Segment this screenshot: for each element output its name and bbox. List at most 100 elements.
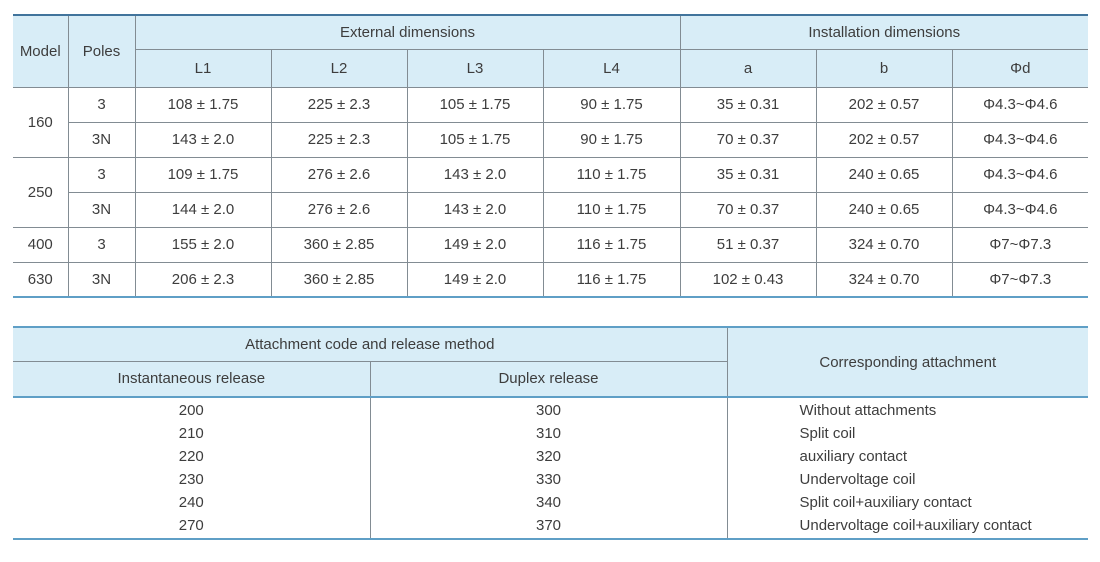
code-value: 320 xyxy=(535,448,562,465)
header-cell-l4: L4 xyxy=(542,48,681,88)
attachment-code-table: Attachment code and release method Corre… xyxy=(13,326,1089,540)
table-row: 3N 144 ± 2.0 276 ± 2.6 143 ± 2.0 110 ± 1… xyxy=(13,191,1089,228)
code-value: 340 xyxy=(535,494,562,511)
cell-l3: 105 ± 1.75 xyxy=(406,121,544,158)
header-group-attachment-code: Attachment code and release method xyxy=(13,326,728,362)
cell-l2: 276 ± 2.6 xyxy=(270,156,408,193)
cell-l4: 110 ± 1.75 xyxy=(542,191,681,228)
code-value: 310 xyxy=(535,425,562,442)
table-row: 250 3 109 ± 1.75 276 ± 2.6 143 ± 2.0 110… xyxy=(13,156,1089,228)
cell-b: 324 ± 0.70 xyxy=(815,226,953,263)
code-value: 230 xyxy=(178,471,204,488)
code-value: 210 xyxy=(178,425,204,442)
attachment-descriptions: Without attachments Split coil auxiliary… xyxy=(726,396,1089,540)
cell-poles: 3 xyxy=(67,156,136,193)
cell-l1: 144 ± 2.0 xyxy=(134,191,272,228)
header-cell-b: b xyxy=(815,48,953,88)
cell-l4: 116 ± 1.75 xyxy=(542,261,681,298)
attachment-description: auxiliary contact xyxy=(799,448,908,465)
code-value: 330 xyxy=(535,471,562,488)
attachment-description: Split coil xyxy=(799,425,856,442)
cell-poles: 3N xyxy=(67,191,136,228)
cell-l4: 90 ± 1.75 xyxy=(542,121,681,158)
attachment-description: Split coil+auxiliary contact xyxy=(799,494,972,511)
cell-poles: 3 xyxy=(67,86,136,123)
table-header-row: Model Poles External dimensions Installa… xyxy=(13,14,1089,88)
header-group-external-dimensions: External dimensions xyxy=(134,14,681,50)
cell-phi-d: Φ4.3~Φ4.6 xyxy=(951,121,1089,158)
cell-l3: 143 ± 2.0 xyxy=(406,156,544,193)
header-cell-duplex-release: Duplex release xyxy=(369,360,728,398)
cell-l3: 143 ± 2.0 xyxy=(406,191,544,228)
cell-phi-d: Φ4.3~Φ4.6 xyxy=(951,191,1089,228)
cell-l3: 149 ± 2.0 xyxy=(406,261,544,298)
duplex-release-codes: 300 310 320 330 340 370 xyxy=(369,396,728,540)
cell-l2: 225 ± 2.3 xyxy=(270,121,408,158)
cell-phi-d: Φ4.3~Φ4.6 xyxy=(951,156,1089,193)
instantaneous-release-codes: 200 210 220 230 240 270 xyxy=(13,396,371,540)
cell-b: 240 ± 0.65 xyxy=(815,191,953,228)
cell-poles: 3 xyxy=(67,226,136,263)
cell-a: 35 ± 0.31 xyxy=(679,156,817,193)
cell-a: 51 ± 0.37 xyxy=(679,226,817,263)
cell-a: 35 ± 0.31 xyxy=(679,86,817,123)
code-value: 220 xyxy=(178,448,204,465)
table-row: 630 3N 206 ± 2.3 360 ± 2.85 149 ± 2.0 11… xyxy=(13,261,1089,298)
cell-l4: 90 ± 1.75 xyxy=(542,86,681,123)
table-row: 160 3 108 ± 1.75 225 ± 2.3 105 ± 1.75 90… xyxy=(13,86,1089,158)
code-value: 370 xyxy=(535,517,562,534)
cell-l1: 108 ± 1.75 xyxy=(134,86,272,123)
cell-model: 630 xyxy=(13,261,69,298)
cell-l2: 225 ± 2.3 xyxy=(270,86,408,123)
table-header-row: Attachment code and release method Corre… xyxy=(13,326,1089,398)
cell-poles: 3N xyxy=(67,121,136,158)
table-row: 3N 143 ± 2.0 225 ± 2.3 105 ± 1.75 90 ± 1… xyxy=(13,121,1089,158)
cell-l1: 109 ± 1.75 xyxy=(134,156,272,193)
cell-l2: 360 ± 2.85 xyxy=(270,261,408,298)
cell-a: 70 ± 0.37 xyxy=(679,121,817,158)
header-group-installation-dimensions: Installation dimensions xyxy=(679,14,1089,50)
attachment-description: Without attachments xyxy=(799,402,937,419)
header-cell-phi-d: Φd xyxy=(951,48,1089,88)
header-cell-l3: L3 xyxy=(406,48,544,88)
header-cell-l1: L1 xyxy=(134,48,272,88)
cell-phi-d: Φ7~Φ7.3 xyxy=(951,226,1089,263)
cell-b: 202 ± 0.57 xyxy=(815,121,953,158)
cell-b: 240 ± 0.65 xyxy=(815,156,953,193)
table-subheader-row: L1 L2 L3 L4 a b Φd xyxy=(13,48,1089,88)
cell-model: 250 xyxy=(13,156,69,228)
cell-model: 400 xyxy=(13,226,69,263)
header-cell-model: Model xyxy=(13,14,69,88)
header-cell-a: a xyxy=(679,48,817,88)
cell-a: 70 ± 0.37 xyxy=(679,191,817,228)
header-cell-l2: L2 xyxy=(270,48,408,88)
header-cell-corresponding-attachment: Corresponding attachment xyxy=(726,326,1089,398)
cell-b: 324 ± 0.70 xyxy=(815,261,953,298)
code-value: 200 xyxy=(178,402,204,419)
cell-phi-d: Φ7~Φ7.3 xyxy=(951,261,1089,298)
header-cell-instantaneous-release: Instantaneous release xyxy=(13,360,371,398)
cell-l1: 206 ± 2.3 xyxy=(134,261,272,298)
cell-l2: 276 ± 2.6 xyxy=(270,191,408,228)
cell-l3: 149 ± 2.0 xyxy=(406,226,544,263)
cell-l3: 105 ± 1.75 xyxy=(406,86,544,123)
attachment-description: Undervoltage coil xyxy=(799,471,916,488)
cell-a: 102 ± 0.43 xyxy=(679,261,817,298)
cell-l4: 116 ± 1.75 xyxy=(542,226,681,263)
table-row: 400 3 155 ± 2.0 360 ± 2.85 149 ± 2.0 116… xyxy=(13,226,1089,263)
code-value: 270 xyxy=(178,517,204,534)
dimensions-table: Model Poles External dimensions Installa… xyxy=(13,14,1089,298)
cell-l1: 155 ± 2.0 xyxy=(134,226,272,263)
cell-l2: 360 ± 2.85 xyxy=(270,226,408,263)
attachment-description: Undervoltage coil+auxiliary contact xyxy=(799,517,1032,534)
table-row: 200 210 220 230 240 270 300 310 320 330 … xyxy=(13,396,1089,540)
code-value: 300 xyxy=(535,402,562,419)
code-value: 240 xyxy=(178,494,204,511)
cell-model: 160 xyxy=(13,86,69,158)
header-cell-poles: Poles xyxy=(67,14,136,88)
cell-l1: 143 ± 2.0 xyxy=(134,121,272,158)
cell-phi-d: Φ4.3~Φ4.6 xyxy=(951,86,1089,123)
cell-l4: 110 ± 1.75 xyxy=(542,156,681,193)
cell-b: 202 ± 0.57 xyxy=(815,86,953,123)
